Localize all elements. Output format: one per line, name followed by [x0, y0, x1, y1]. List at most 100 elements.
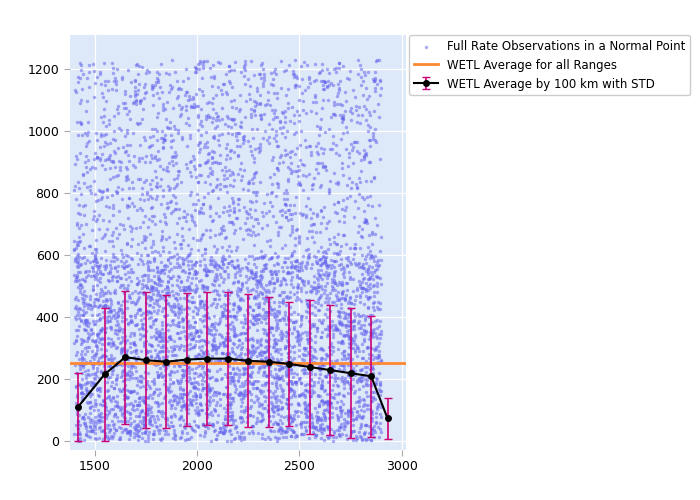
Full Rate Observations in a Normal Point	[72, 410, 83, 418]
Full Rate Observations in a Normal Point	[76, 390, 87, 398]
Full Rate Observations in a Normal Point	[223, 218, 235, 226]
Full Rate Observations in a Normal Point	[208, 276, 219, 284]
Full Rate Observations in a Normal Point	[284, 413, 295, 421]
Full Rate Observations in a Normal Point	[221, 174, 232, 182]
Full Rate Observations in a Normal Point	[349, 300, 360, 308]
Full Rate Observations in a Normal Point	[255, 402, 266, 409]
Full Rate Observations in a Normal Point	[295, 274, 306, 281]
Full Rate Observations in a Normal Point	[290, 256, 302, 264]
Full Rate Observations in a Normal Point	[165, 85, 176, 93]
Full Rate Observations in a Normal Point	[117, 362, 128, 370]
Full Rate Observations in a Normal Point	[277, 330, 288, 338]
Full Rate Observations in a Normal Point	[113, 423, 125, 431]
Full Rate Observations in a Normal Point	[258, 314, 269, 322]
Full Rate Observations in a Normal Point	[360, 252, 371, 260]
Full Rate Observations in a Normal Point	[371, 273, 382, 281]
Full Rate Observations in a Normal Point	[321, 406, 332, 413]
Full Rate Observations in a Normal Point	[256, 312, 267, 320]
Full Rate Observations in a Normal Point	[220, 292, 231, 300]
Full Rate Observations in a Normal Point	[104, 420, 115, 428]
Full Rate Observations in a Normal Point	[188, 370, 199, 378]
Full Rate Observations in a Normal Point	[315, 183, 326, 191]
Full Rate Observations in a Normal Point	[209, 312, 220, 320]
Full Rate Observations in a Normal Point	[263, 278, 274, 286]
Full Rate Observations in a Normal Point	[167, 401, 178, 409]
Full Rate Observations in a Normal Point	[72, 283, 83, 291]
Full Rate Observations in a Normal Point	[117, 142, 128, 150]
Full Rate Observations in a Normal Point	[263, 325, 274, 333]
Full Rate Observations in a Normal Point	[153, 355, 164, 363]
Full Rate Observations in a Normal Point	[269, 334, 280, 342]
Full Rate Observations in a Normal Point	[354, 413, 365, 421]
Full Rate Observations in a Normal Point	[193, 422, 204, 430]
Full Rate Observations in a Normal Point	[321, 224, 332, 232]
Full Rate Observations in a Normal Point	[336, 406, 347, 414]
Full Rate Observations in a Normal Point	[340, 294, 351, 302]
Full Rate Observations in a Normal Point	[158, 136, 169, 143]
Full Rate Observations in a Normal Point	[247, 274, 258, 281]
Full Rate Observations in a Normal Point	[74, 148, 85, 156]
Full Rate Observations in a Normal Point	[274, 290, 285, 298]
Full Rate Observations in a Normal Point	[136, 419, 148, 427]
Full Rate Observations in a Normal Point	[140, 346, 151, 354]
Full Rate Observations in a Normal Point	[198, 368, 209, 376]
Full Rate Observations in a Normal Point	[85, 295, 96, 303]
Full Rate Observations in a Normal Point	[328, 374, 339, 382]
Full Rate Observations in a Normal Point	[80, 299, 91, 307]
Full Rate Observations in a Normal Point	[344, 354, 355, 362]
Full Rate Observations in a Normal Point	[344, 334, 355, 342]
Full Rate Observations in a Normal Point	[156, 307, 167, 315]
Full Rate Observations in a Normal Point	[355, 420, 366, 428]
Full Rate Observations in a Normal Point	[157, 138, 168, 145]
Full Rate Observations in a Normal Point	[141, 282, 153, 290]
Full Rate Observations in a Normal Point	[214, 141, 225, 149]
Full Rate Observations in a Normal Point	[332, 382, 343, 390]
Full Rate Observations in a Normal Point	[248, 256, 260, 264]
Full Rate Observations in a Normal Point	[134, 222, 146, 230]
Full Rate Observations in a Normal Point	[89, 396, 100, 404]
Full Rate Observations in a Normal Point	[150, 154, 161, 162]
Full Rate Observations in a Normal Point	[216, 257, 228, 265]
Full Rate Observations in a Normal Point	[181, 160, 192, 168]
Full Rate Observations in a Normal Point	[78, 295, 89, 303]
Full Rate Observations in a Normal Point	[293, 296, 304, 304]
Full Rate Observations in a Normal Point	[101, 256, 112, 264]
Full Rate Observations in a Normal Point	[339, 426, 350, 434]
Full Rate Observations in a Normal Point	[141, 88, 152, 96]
Full Rate Observations in a Normal Point	[128, 340, 139, 348]
Full Rate Observations in a Normal Point	[286, 414, 297, 422]
Full Rate Observations in a Normal Point	[256, 400, 267, 408]
Full Rate Observations in a Normal Point	[363, 320, 374, 328]
Full Rate Observations in a Normal Point	[119, 395, 130, 403]
Full Rate Observations in a Normal Point	[348, 375, 359, 383]
Full Rate Observations in a Normal Point	[222, 393, 233, 401]
Full Rate Observations in a Normal Point	[157, 341, 168, 349]
Full Rate Observations in a Normal Point	[368, 369, 379, 377]
Full Rate Observations in a Normal Point	[104, 202, 115, 210]
Full Rate Observations in a Normal Point	[280, 114, 291, 122]
Full Rate Observations in a Normal Point	[204, 398, 216, 406]
Full Rate Observations in a Normal Point	[338, 378, 349, 386]
Full Rate Observations in a Normal Point	[270, 316, 281, 324]
Full Rate Observations in a Normal Point	[141, 426, 152, 434]
Full Rate Observations in a Normal Point	[199, 305, 211, 313]
Full Rate Observations in a Normal Point	[133, 426, 144, 434]
Full Rate Observations in a Normal Point	[162, 386, 174, 394]
Full Rate Observations in a Normal Point	[139, 368, 150, 376]
Full Rate Observations in a Normal Point	[95, 367, 106, 375]
Full Rate Observations in a Normal Point	[360, 71, 371, 79]
Full Rate Observations in a Normal Point	[168, 300, 179, 308]
Full Rate Observations in a Normal Point	[200, 409, 211, 417]
Full Rate Observations in a Normal Point	[195, 296, 206, 304]
Full Rate Observations in a Normal Point	[343, 304, 354, 312]
Full Rate Observations in a Normal Point	[303, 278, 314, 285]
Full Rate Observations in a Normal Point	[351, 284, 363, 292]
Full Rate Observations in a Normal Point	[306, 180, 317, 188]
Full Rate Observations in a Normal Point	[190, 354, 202, 362]
Full Rate Observations in a Normal Point	[102, 411, 113, 419]
Full Rate Observations in a Normal Point	[374, 378, 386, 386]
Full Rate Observations in a Normal Point	[152, 352, 163, 360]
Full Rate Observations in a Normal Point	[179, 360, 190, 368]
Full Rate Observations in a Normal Point	[269, 408, 280, 416]
Full Rate Observations in a Normal Point	[262, 346, 273, 354]
